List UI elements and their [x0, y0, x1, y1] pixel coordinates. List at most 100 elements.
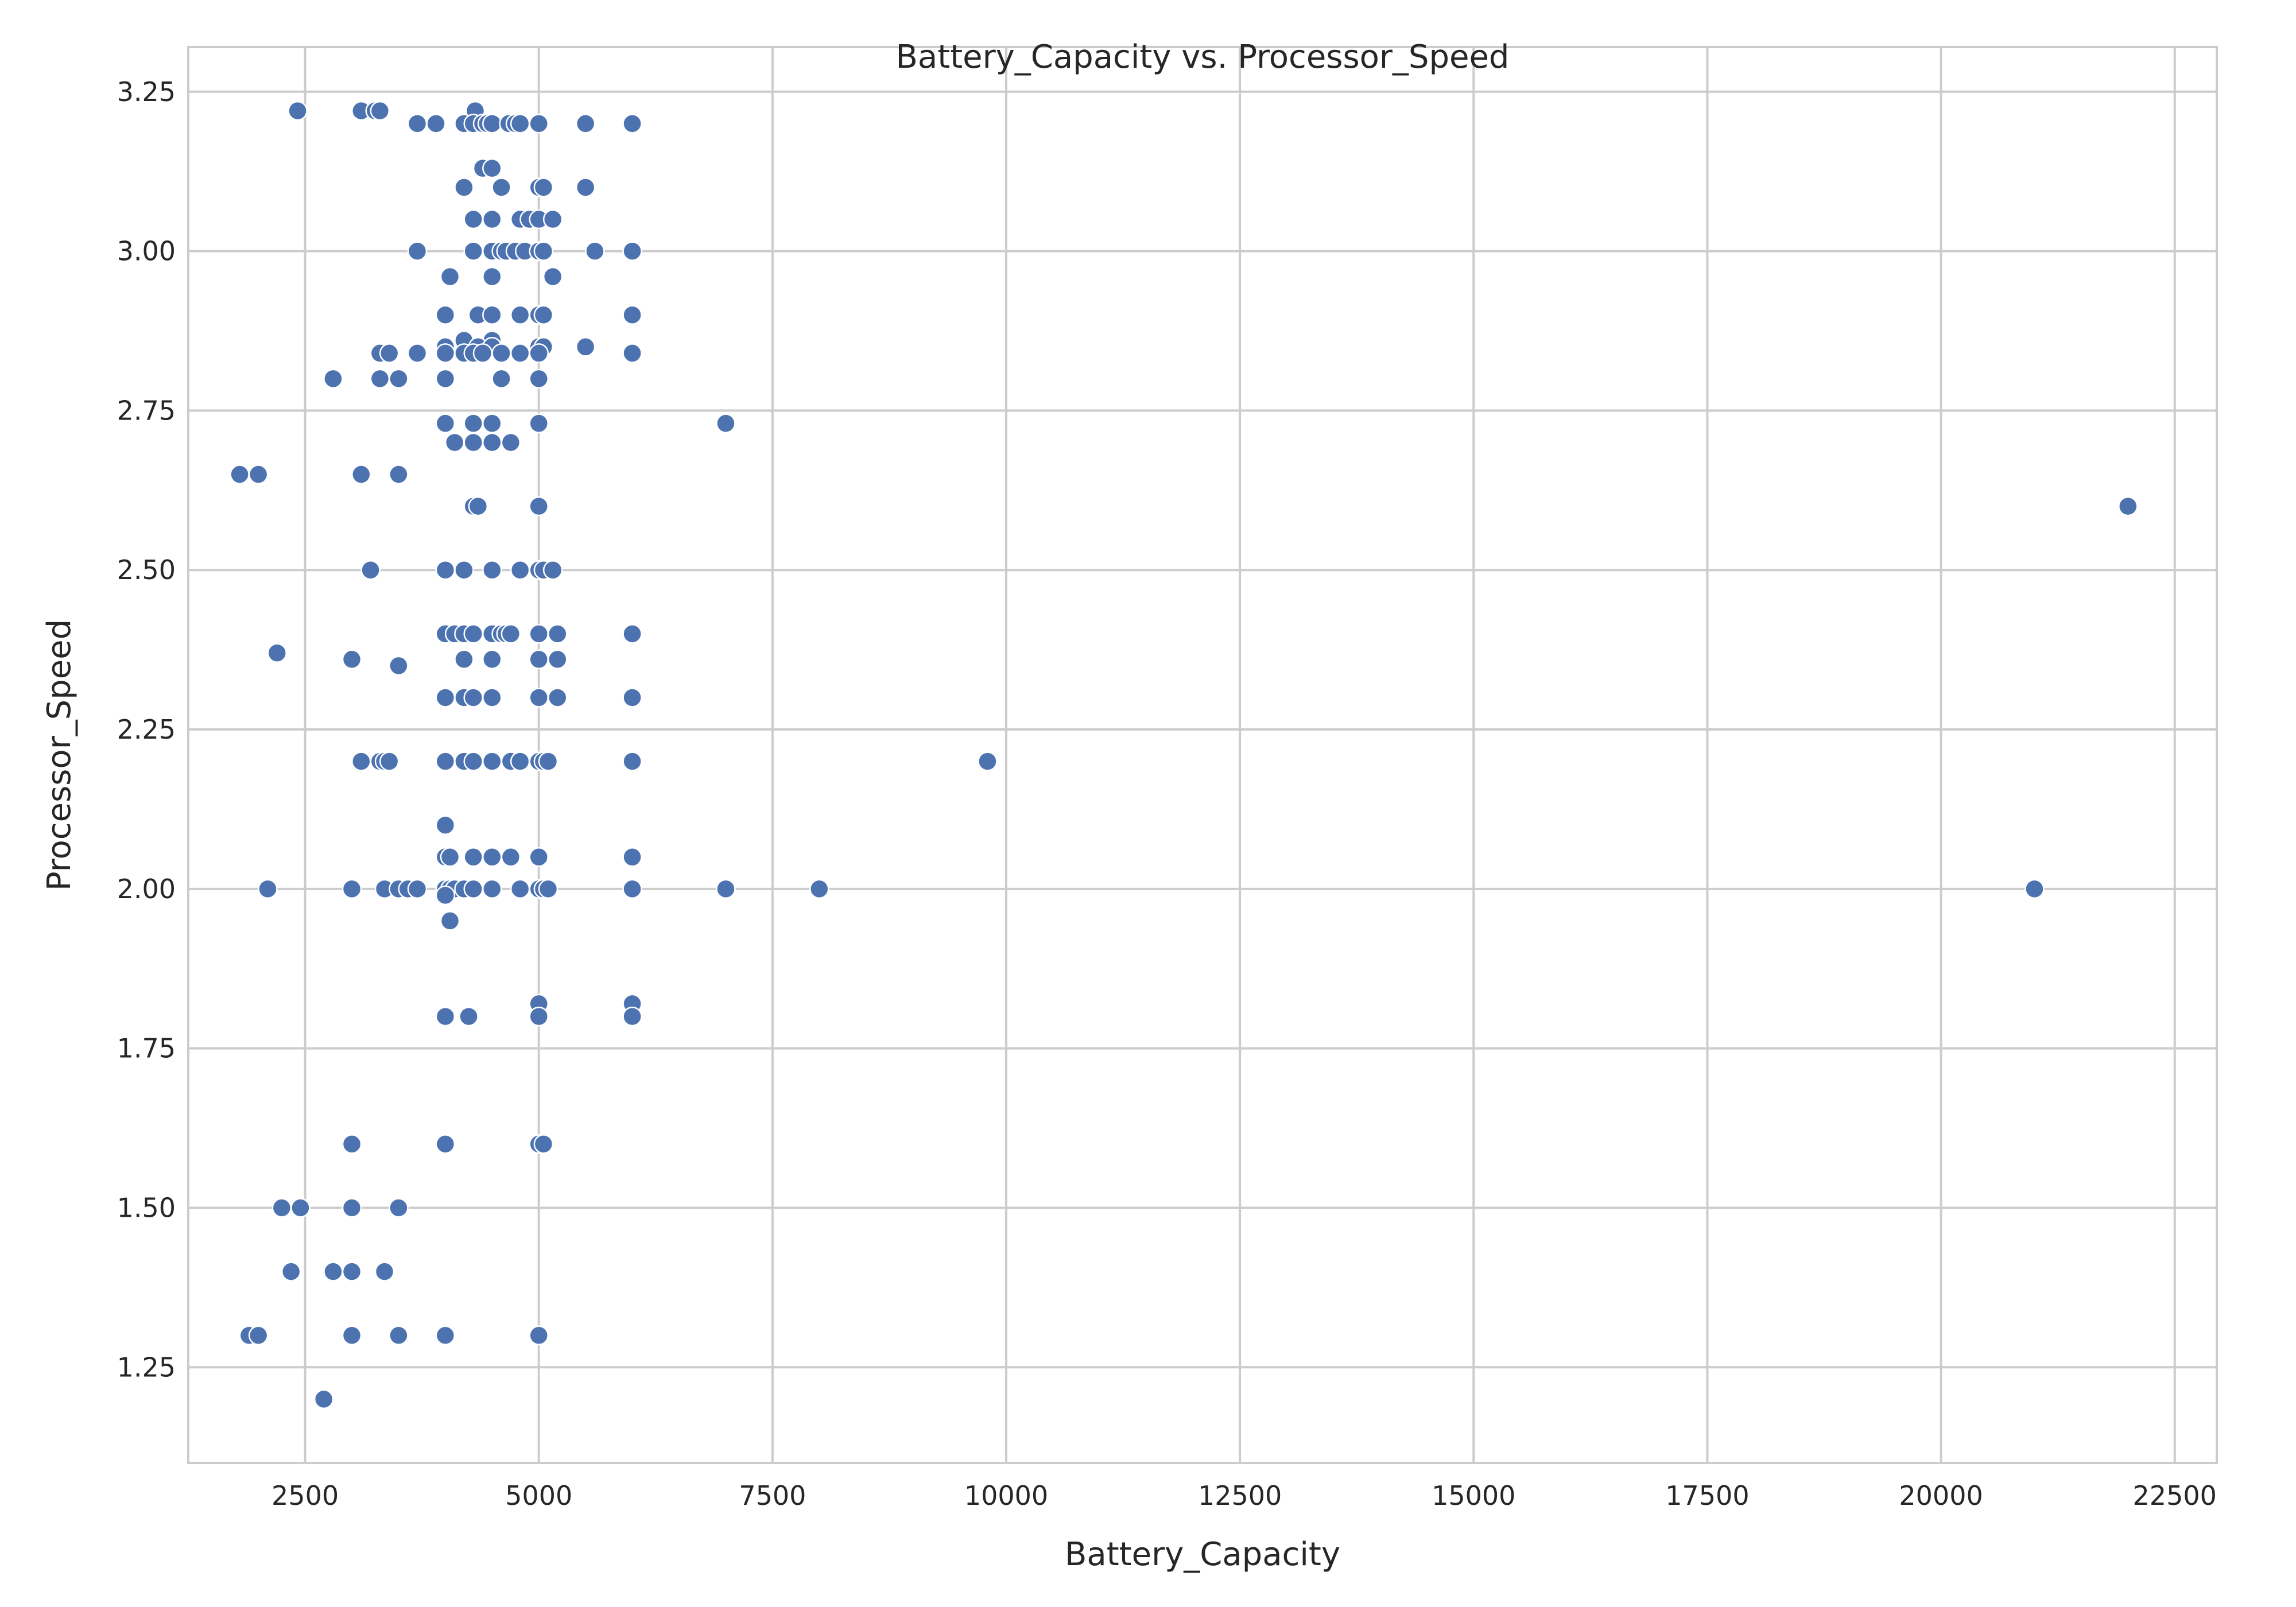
data-point [542, 560, 563, 580]
data-point [379, 751, 400, 771]
data-point [482, 305, 502, 325]
data-point [2024, 879, 2045, 899]
data-point [248, 464, 269, 484]
data-point [435, 1006, 456, 1027]
data-point [529, 624, 549, 644]
y-axis-label: Processor_Speed [41, 619, 78, 891]
data-point [533, 1134, 554, 1154]
data-point [482, 879, 502, 899]
x-tick-label: 22500 [2133, 1480, 2217, 1511]
x-tick-label: 5000 [505, 1480, 572, 1511]
x-tick-label: 17500 [1665, 1480, 1749, 1511]
data-point [435, 413, 456, 433]
data-point [342, 649, 362, 670]
y-tick-label: 1.25 [117, 1352, 176, 1383]
data-point [389, 1325, 409, 1345]
data-point [426, 114, 446, 134]
data-point [622, 1006, 642, 1027]
data-point [272, 1198, 292, 1218]
y-tick-label: 3.00 [117, 236, 176, 267]
data-point [360, 560, 381, 580]
data-point [351, 751, 371, 771]
data-point [248, 1325, 269, 1345]
data-point [459, 1006, 479, 1027]
y-tick-labels: 1.25 1.50 1.75 2.00 2.25 2.50 2.75 3.00 3.25 [117, 76, 176, 1383]
data-point [482, 209, 502, 230]
data-point [548, 624, 568, 644]
x-tick-label: 7500 [739, 1480, 806, 1511]
data-point [407, 114, 428, 134]
data-point [374, 1261, 395, 1282]
data-point [463, 413, 483, 433]
data-point [542, 266, 563, 287]
data-point [510, 114, 530, 134]
data-point [407, 879, 428, 899]
data-point [454, 560, 474, 580]
data-point [501, 624, 521, 644]
data-point [472, 343, 493, 363]
data-point [529, 1325, 549, 1345]
x-tick-label: 12500 [1198, 1480, 1282, 1511]
data-point [482, 649, 502, 670]
data-point [575, 114, 596, 134]
x-tick-label: 15000 [1432, 1480, 1515, 1511]
data-point [323, 1261, 343, 1282]
data-point [533, 177, 554, 197]
data-point [510, 343, 530, 363]
data-point [389, 1198, 409, 1218]
y-tick-label: 1.75 [117, 1033, 176, 1064]
data-point [482, 158, 502, 178]
data-point [548, 688, 568, 708]
y-gridlines [188, 90, 2217, 1369]
data-point [440, 847, 460, 867]
data-point [389, 368, 409, 389]
data-point [281, 1261, 301, 1282]
data-point [482, 114, 502, 134]
data-point [529, 343, 549, 363]
data-point [435, 751, 456, 771]
data-point [435, 688, 456, 708]
data-point [482, 688, 502, 708]
data-point [435, 885, 456, 906]
data-point [440, 266, 460, 287]
data-point [538, 751, 559, 771]
chart-title: Battery_Capacity vs. Processor_Speed [896, 38, 1510, 76]
data-point [463, 879, 483, 899]
data-point [622, 624, 642, 644]
data-point [463, 624, 483, 644]
data-point [510, 305, 530, 325]
y-tick-label: 2.00 [117, 874, 176, 905]
data-point [716, 879, 736, 899]
data-point [622, 343, 642, 363]
data-point [809, 879, 829, 899]
data-point [435, 368, 456, 389]
y-tick-label: 2.50 [117, 554, 176, 585]
data-point [482, 847, 502, 867]
data-point [468, 496, 488, 517]
data-point [529, 1006, 549, 1027]
data-point [389, 655, 409, 676]
data-point [342, 1325, 362, 1345]
y-tick-label: 2.25 [117, 714, 176, 745]
data-point [463, 241, 483, 261]
data-point [463, 209, 483, 230]
data-point [435, 1325, 456, 1345]
data-point [529, 649, 549, 670]
data-point [342, 1134, 362, 1154]
data-point [435, 1134, 456, 1154]
scatter-points [230, 100, 2138, 1410]
data-point [290, 1198, 311, 1218]
data-point [978, 751, 998, 771]
data-point [323, 368, 343, 389]
data-point [379, 343, 400, 363]
data-point [454, 177, 474, 197]
data-point [533, 241, 554, 261]
data-point [529, 847, 549, 867]
data-point [444, 432, 465, 453]
y-tick-label: 3.25 [117, 76, 176, 107]
data-point [622, 305, 642, 325]
data-point [542, 209, 563, 230]
data-point [538, 879, 559, 899]
data-point [454, 649, 474, 670]
data-point [258, 879, 278, 899]
